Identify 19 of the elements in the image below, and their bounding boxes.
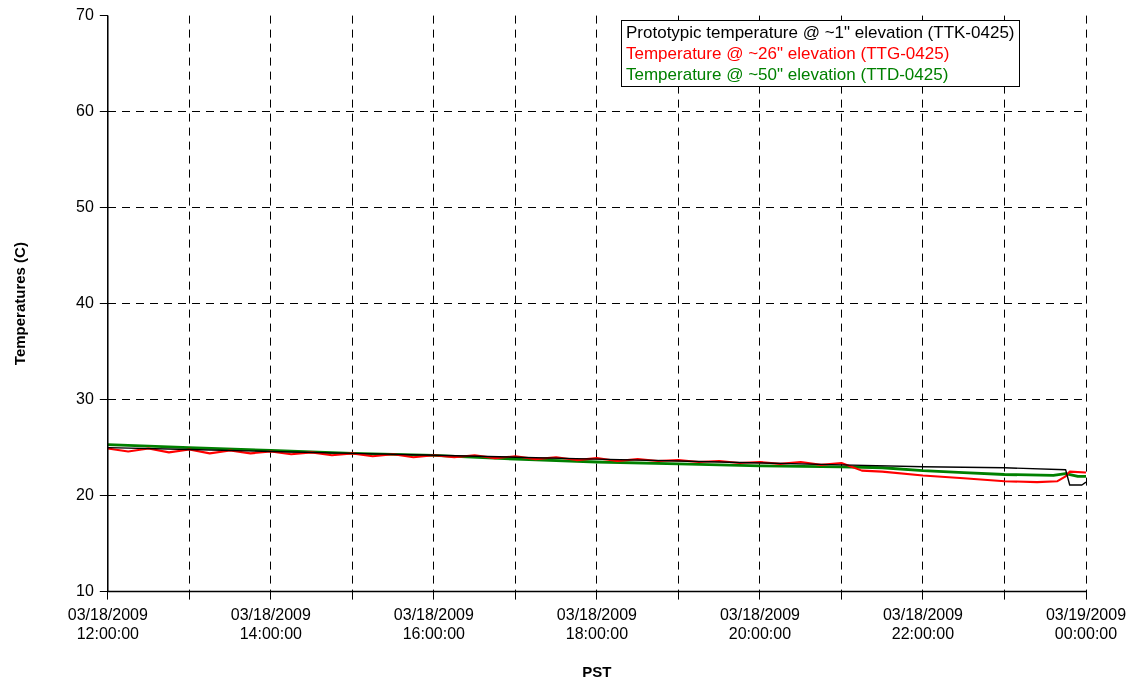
y-tick-label: 60: [76, 102, 94, 120]
x-tick-label: 03/18/2009 20:00:00: [719, 605, 801, 642]
x-tick-label: 03/18/2009 16:00:00: [393, 605, 475, 642]
text: Temperature @ ~26" elevation (TTG-0425): [626, 42, 951, 64]
text: Temperature @ ~50" elevation (TTD-0425): [626, 63, 950, 85]
y-tick-label: 10: [76, 582, 94, 600]
x-tick-label: 03/18/2009 22:00:00: [882, 605, 964, 642]
y-tick-label: 40: [76, 294, 94, 312]
text: Prototypic temperature @ ~1" elevation (TTK-0425): [626, 21, 1015, 43]
y-tick-label: 70: [76, 6, 94, 24]
y-axis-title: Temperatures (C): [11, 242, 29, 366]
x-tick-label: 03/19/2009 00:00:00: [1045, 605, 1127, 642]
y-tick-label: 50: [76, 198, 94, 216]
x-tick-label: 03/18/2009 18:00:00: [556, 605, 638, 642]
x-tick-label: 03/18/2009 14:00:00: [230, 605, 311, 642]
y-tick-label: 30: [76, 390, 94, 408]
y-tick-label: 20: [76, 486, 94, 504]
x-tick-label: 03/18/2009 12:00:00: [67, 605, 148, 642]
x-axis-title: PST: [582, 663, 612, 681]
